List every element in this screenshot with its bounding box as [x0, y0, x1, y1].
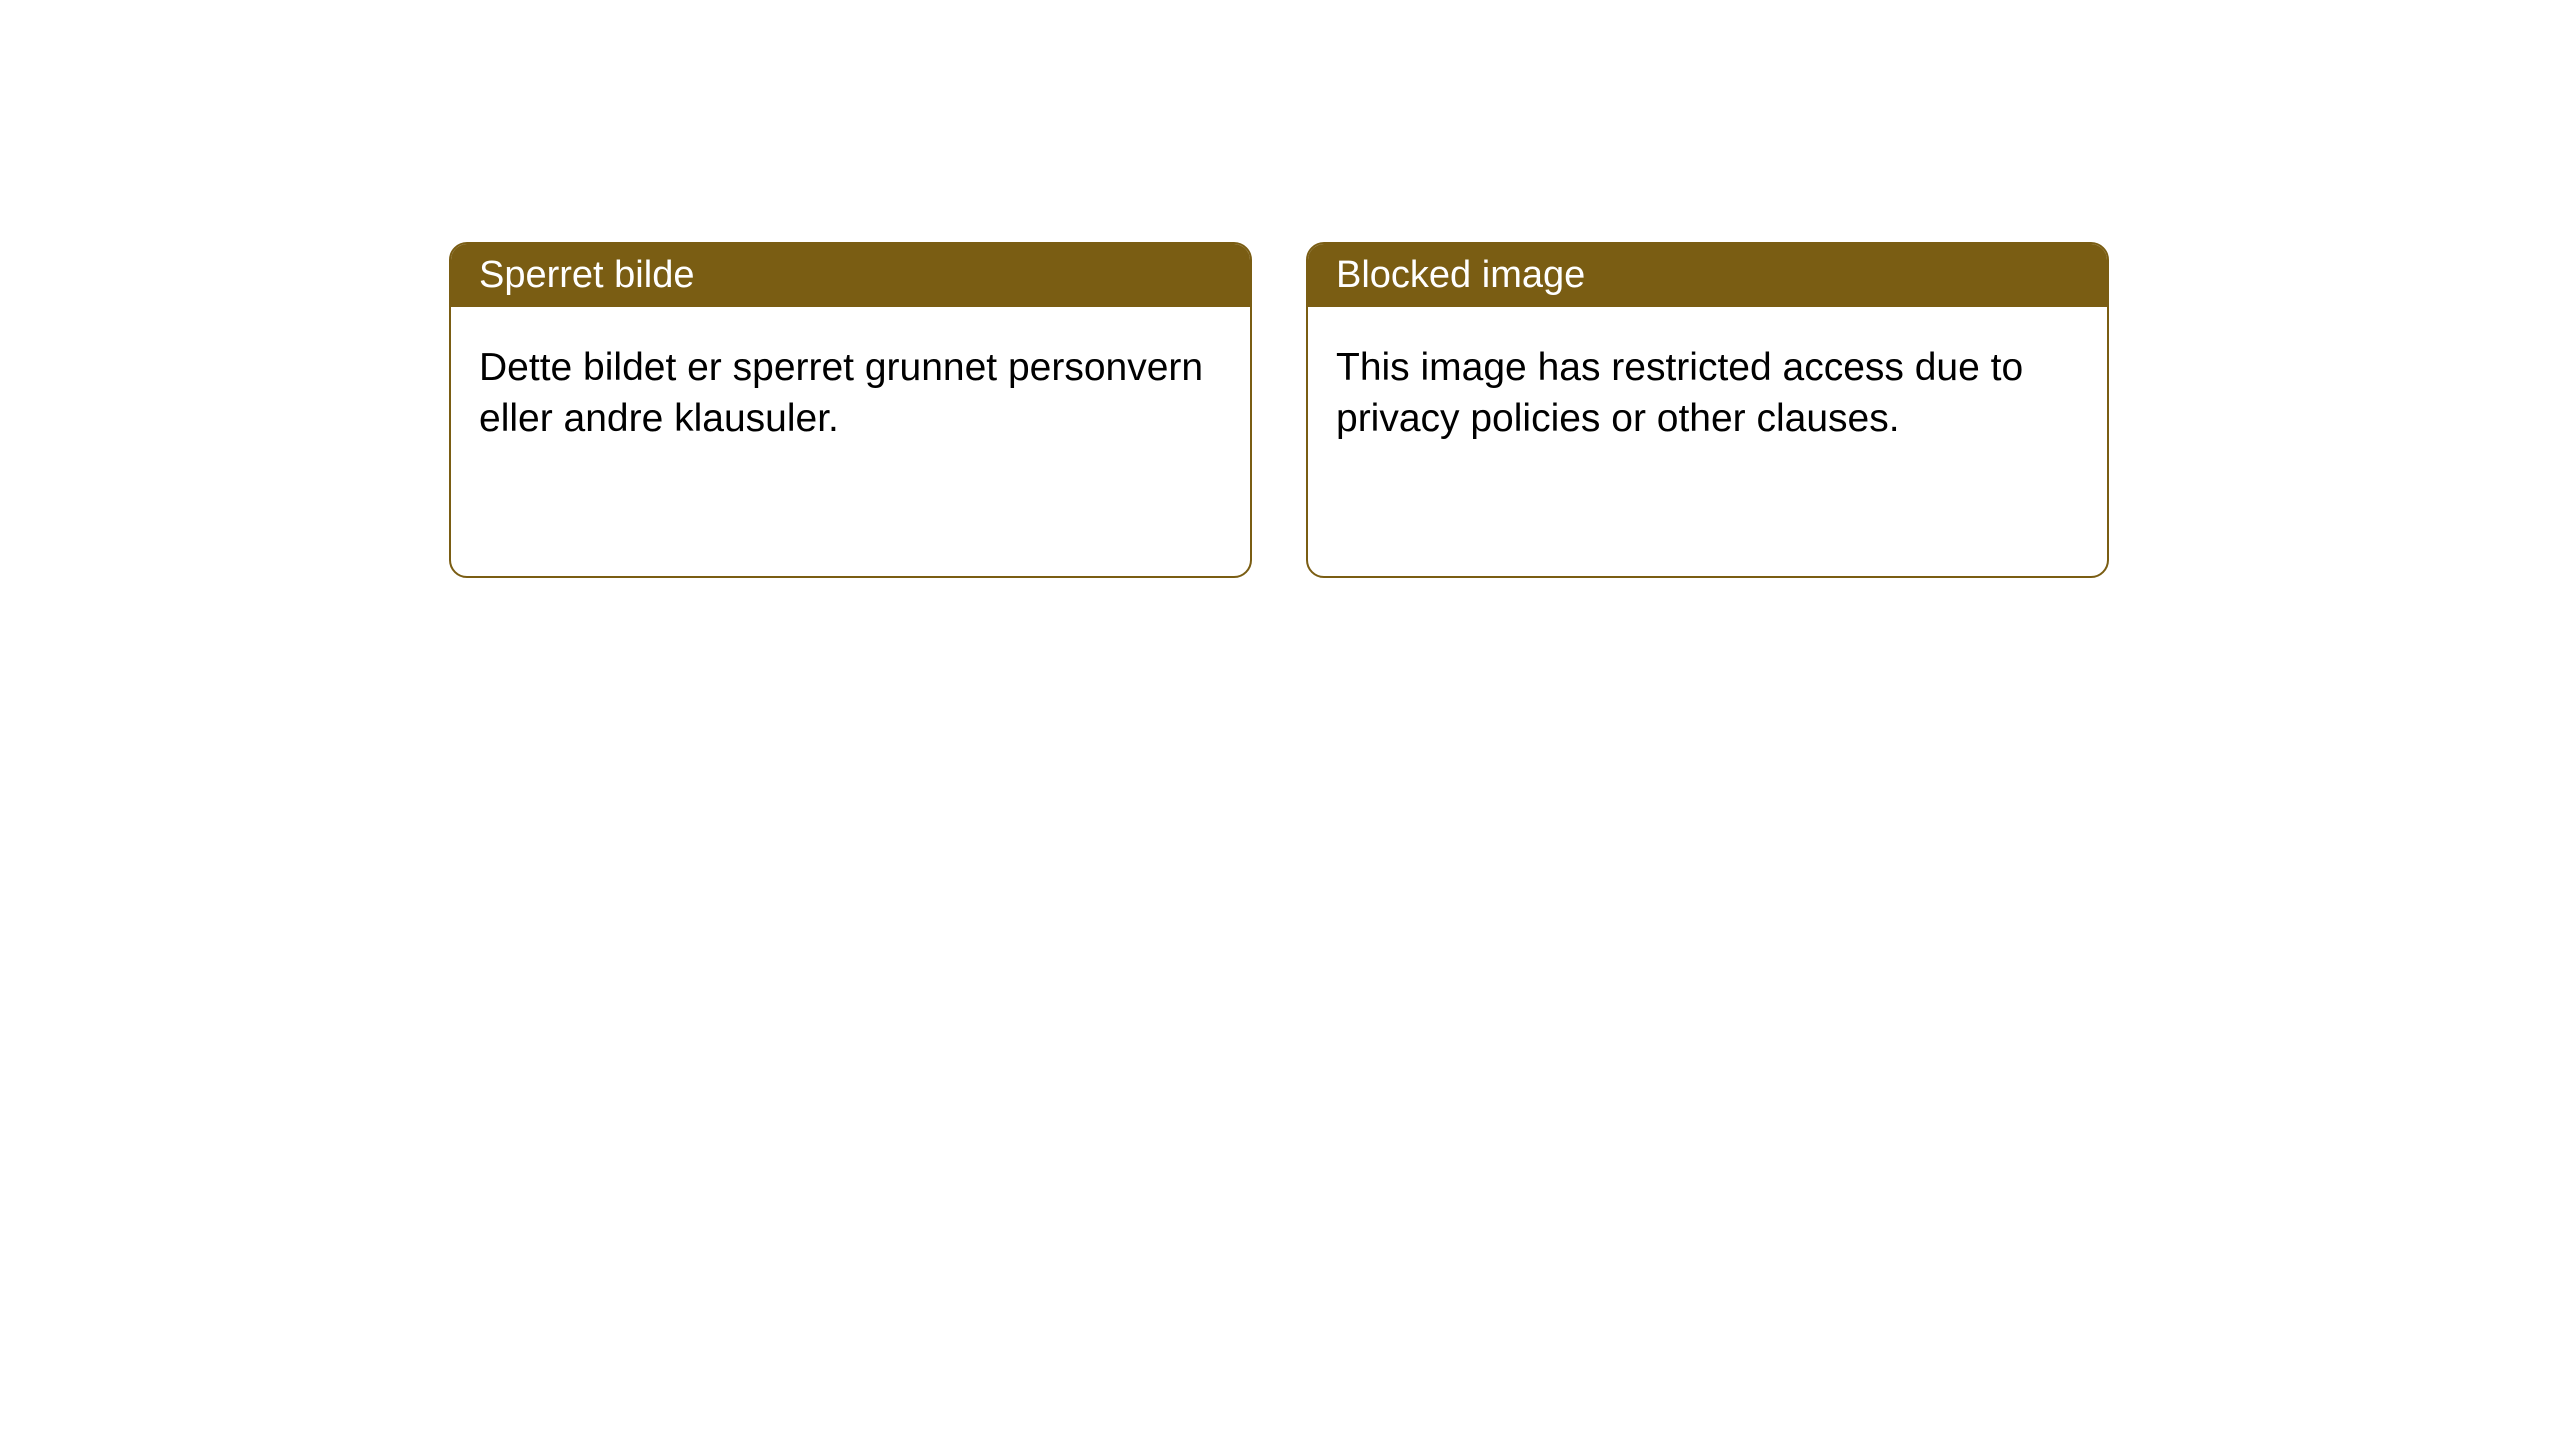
card-body-text: This image has restricted access due to … — [1336, 346, 2023, 440]
blocked-image-card-norwegian: Sperret bilde Dette bildet er sperret gr… — [449, 242, 1252, 578]
card-title: Sperret bilde — [479, 254, 694, 296]
card-body-text: Dette bildet er sperret grunnet personve… — [479, 346, 1203, 440]
card-header: Blocked image — [1308, 244, 2107, 307]
blocked-image-notice-container: Sperret bilde Dette bildet er sperret gr… — [449, 242, 2109, 578]
blocked-image-card-english: Blocked image This image has restricted … — [1306, 242, 2109, 578]
card-header: Sperret bilde — [451, 244, 1250, 307]
card-body: This image has restricted access due to … — [1308, 307, 2107, 480]
card-title: Blocked image — [1336, 254, 1585, 296]
card-body: Dette bildet er sperret grunnet personve… — [451, 307, 1250, 480]
